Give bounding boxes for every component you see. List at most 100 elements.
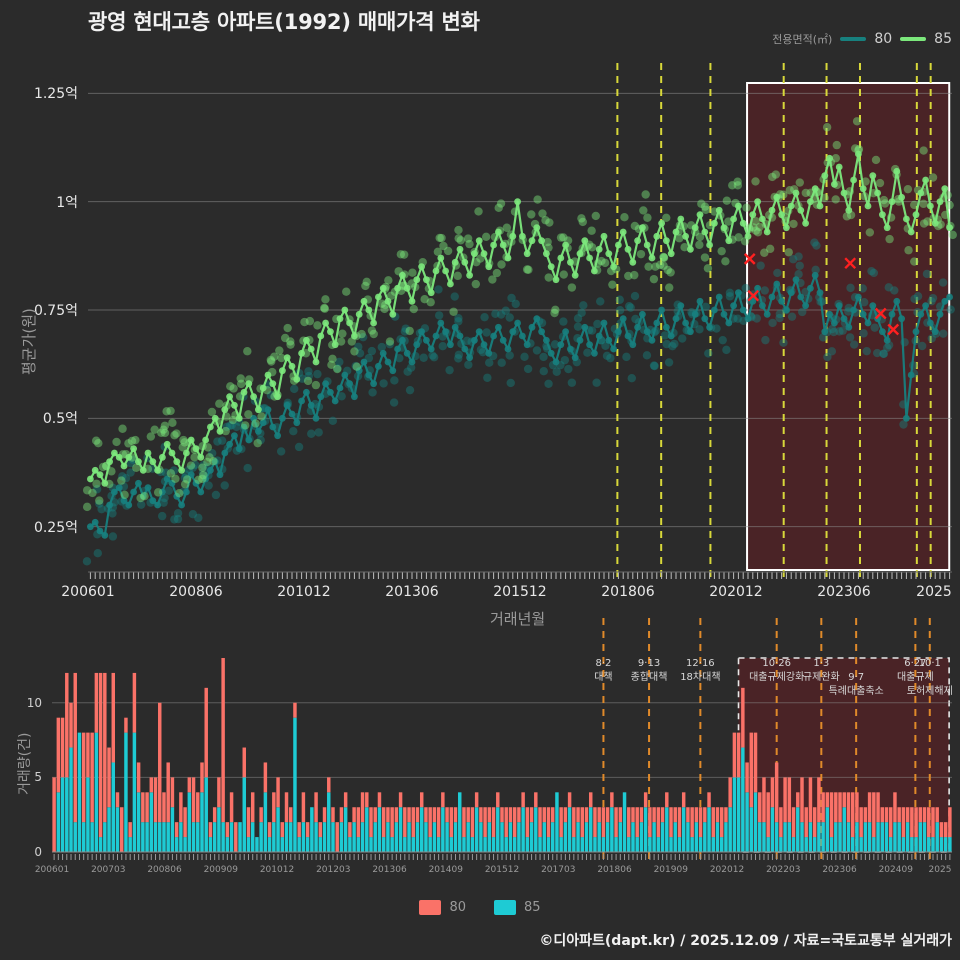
volume-bar-85 xyxy=(576,822,580,852)
volume-bar-85 xyxy=(927,837,931,852)
volume-x-tick: 201409 xyxy=(428,865,463,875)
volume-bar-80 xyxy=(943,822,948,838)
volume-bar-80 xyxy=(250,792,255,823)
price-x-tick: 201306 xyxy=(385,584,439,600)
volume-bar-85 xyxy=(880,822,885,852)
volume-bar-80 xyxy=(415,807,420,823)
volume-bar-80 xyxy=(221,658,225,823)
volume-bar-85 xyxy=(339,822,344,852)
volume-bar-80 xyxy=(525,807,530,838)
volume-bar-85 xyxy=(432,822,437,852)
volume-bar-80 xyxy=(918,807,923,823)
volume-bar-85 xyxy=(479,822,483,852)
volume-x-tick: 2025 xyxy=(928,865,952,875)
volume-bar-85 xyxy=(817,822,821,852)
volume-bar-80 xyxy=(808,777,813,823)
volume-bar-85 xyxy=(284,822,289,852)
volume-bar-80 xyxy=(229,792,234,823)
policy-event-date: 12·16 xyxy=(686,658,715,669)
volume-bar-80 xyxy=(52,777,56,852)
volume-bar-80 xyxy=(386,807,390,823)
volume-bar-85 xyxy=(745,792,749,852)
volume-bar-80 xyxy=(774,762,779,823)
volume-bar-80 xyxy=(419,792,424,808)
volume-bar-80 xyxy=(436,807,441,838)
volume-bar-85 xyxy=(681,807,686,852)
volume-bar-80 xyxy=(432,807,437,823)
volume-bar-85 xyxy=(648,837,652,852)
volume-bar-80 xyxy=(204,687,208,778)
volume-bar-85 xyxy=(859,837,863,852)
volume-x-tick: 200703 xyxy=(91,865,126,875)
volume-bar-85 xyxy=(255,837,259,852)
volume-bar-80 xyxy=(766,792,770,838)
volume-bar-85 xyxy=(136,792,141,852)
volume-bar-80 xyxy=(318,822,323,838)
volume-bar-85 xyxy=(204,777,208,852)
price-y-tick: 0.5억 xyxy=(42,411,78,428)
volume-bar-80 xyxy=(732,732,737,778)
volume-bar-85 xyxy=(280,837,285,852)
volume-bar-85 xyxy=(217,807,221,852)
volume-bar-80 xyxy=(449,807,454,838)
volume-bar-85 xyxy=(310,807,314,852)
volume-bar-85 xyxy=(179,822,183,852)
volume-bar-80 xyxy=(521,792,525,808)
volume-bar-80 xyxy=(927,807,931,838)
volume-bar-85 xyxy=(838,822,842,852)
policy-event-label: 대출규제 xyxy=(896,672,934,683)
volume-bar-85 xyxy=(812,837,817,852)
volume-bar-80 xyxy=(867,792,872,823)
volume-bar-80 xyxy=(504,807,508,838)
volume-bar-85 xyxy=(534,807,538,852)
volume-bar-85 xyxy=(390,837,394,852)
volume-bar-85 xyxy=(846,822,851,852)
volume-bar-85 xyxy=(441,807,445,852)
volume-bar-85 xyxy=(918,822,923,852)
volume-bar-80 xyxy=(491,807,496,838)
policy-event-label: 대출규제강화 xyxy=(749,672,805,683)
volume-bar-80 xyxy=(60,717,65,778)
volume-bar-85 xyxy=(183,837,187,852)
volume-bar-85 xyxy=(796,807,800,852)
volume-bar-80 xyxy=(348,822,352,838)
volume-bar-85 xyxy=(200,792,204,852)
volume-bar-80 xyxy=(158,702,162,823)
volume-bar-80 xyxy=(428,807,432,838)
volume-bar-80 xyxy=(191,777,196,823)
volume-bar-80 xyxy=(470,807,475,838)
volume-bar-85 xyxy=(107,807,111,852)
volume-bar-80 xyxy=(901,807,906,838)
volume-bar-85 xyxy=(411,837,415,852)
cancelled-marker xyxy=(743,253,756,265)
volume-bar-85 xyxy=(931,837,935,852)
volume-bar-80 xyxy=(665,792,669,808)
volume-bar-85 xyxy=(369,837,373,852)
volume-bar-85 xyxy=(132,732,137,852)
volume-bar-80 xyxy=(690,807,694,838)
price-y-tick: 0.75억 xyxy=(33,303,78,319)
volume-bar-80 xyxy=(834,792,838,823)
volume-bar-85 xyxy=(86,777,90,852)
volume-bar-85 xyxy=(470,837,475,852)
volume-bar-85 xyxy=(360,822,365,852)
volume-bar-85 xyxy=(293,717,297,852)
policy-event-date: 1·3 xyxy=(813,658,830,669)
volume-bar-85 xyxy=(563,822,568,852)
volume-bar-80 xyxy=(293,702,297,718)
volume-bar-85 xyxy=(90,822,94,852)
volume-bar-85 xyxy=(314,822,318,852)
volume-bar-80 xyxy=(838,792,842,823)
volume-bar-80 xyxy=(872,792,876,838)
volume-bar-80 xyxy=(572,807,576,838)
volume-bar-85 xyxy=(732,777,737,852)
volume-bar-80 xyxy=(753,732,758,793)
volume-bar-85 xyxy=(158,822,162,852)
volume-bar-80 xyxy=(889,807,893,838)
volume-bar-80 xyxy=(580,807,585,838)
volume-bar-85 xyxy=(221,822,225,852)
volume-x-tick: 202012 xyxy=(709,865,745,875)
volume-bar-85 xyxy=(145,822,149,852)
volume-bar-85 xyxy=(500,822,504,852)
